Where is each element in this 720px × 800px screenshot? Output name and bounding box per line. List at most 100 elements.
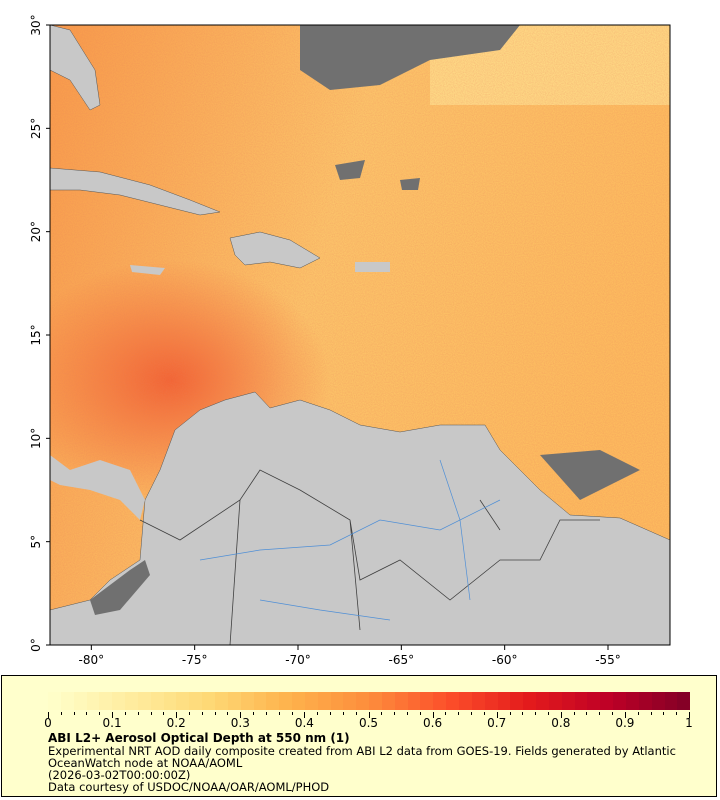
lat-tick-label: 0°: [29, 638, 43, 652]
colorbar-tick-mark: [650, 712, 652, 715]
colorbar-tick-mark: [458, 712, 460, 715]
land-florida: [50, 25, 101, 111]
colorbar-tick-label: 0.8: [551, 716, 571, 730]
colorbar-segment: [497, 692, 511, 710]
colorbar-tick-mark: [176, 712, 178, 718]
colorbar-tick-mark: [201, 712, 203, 715]
legend-credit: Data courtesy of USDOC/NOAA/OAR/AOML/PHO…: [48, 780, 330, 794]
colorbar-tick-mark: [483, 712, 485, 715]
lon-tick-label: -80°: [79, 653, 105, 667]
colorbar-tick-mark: [522, 712, 524, 715]
colorbar-tick-label: 0.3: [230, 716, 250, 730]
colorbar-segment: [189, 692, 203, 710]
colorbar-segment: [279, 692, 293, 710]
colorbar-segment: [73, 692, 87, 710]
colorbar-tick-mark: [137, 712, 139, 715]
colorbar-segment: [343, 692, 357, 710]
lat-tick-label: 5°: [29, 535, 43, 549]
colorbar-tick-mark: [304, 712, 306, 718]
colorbar-tick-mark: [317, 712, 319, 715]
legend-panel: 0 0.1 0.2 0.3 0.4 0.5 0.6 0.7 0.8 0.9 1 ABI L2+ Ae…: [1, 675, 717, 797]
colorbar-segment: [86, 692, 100, 710]
rivers: [199, 459, 501, 621]
colorbar-segment: [330, 692, 344, 710]
colorbar-tick-mark: [612, 712, 614, 715]
colorbar-tick-mark: [355, 712, 357, 715]
lon-tick-label: -75°: [182, 653, 208, 667]
colorbar-tick-mark: [547, 712, 549, 715]
colorbar-tick-label: 0.4: [294, 716, 314, 730]
colorbar-tick-mark: [535, 712, 537, 715]
colorbar-segment: [99, 692, 113, 710]
colorbar-tick-mark: [342, 712, 344, 715]
colorbar-tick-mark: [163, 712, 165, 715]
colorbar-segment: [613, 692, 626, 710]
colorbar-tick-mark: [445, 712, 447, 715]
colorbar-tick-label: 0.2: [166, 716, 186, 730]
colorbar-tick-mark: [86, 712, 88, 715]
colorbar-tick-label: 0.6: [423, 716, 443, 730]
colorbar-segment: [125, 692, 138, 710]
colorbar-tick-mark: [471, 712, 473, 715]
colorbar-tick-mark: [150, 712, 152, 715]
colorbar-tick-mark: [291, 712, 293, 715]
country-borders: [139, 469, 600, 645]
colorbar-segment: [625, 692, 639, 710]
colorbar-segment: [112, 692, 126, 710]
land-south-america: [50, 391, 670, 645]
colorbar-segment: [651, 692, 665, 710]
colorbar-tick-mark: [60, 712, 62, 715]
colorbar-tick-mark: [419, 712, 421, 715]
colorbar-segment: [253, 692, 267, 710]
colorbar-segment: [356, 692, 370, 710]
colorbar-tick-label: 0.7: [487, 716, 507, 730]
land-cuba: [50, 167, 221, 216]
colorbar-tick-mark: [48, 712, 49, 718]
colorbar-segment: [574, 692, 588, 710]
colorbar-tick-mark: [99, 712, 101, 715]
lat-tick-label: 30°: [29, 14, 43, 35]
colorbar-segment: [292, 692, 305, 710]
colorbar: [48, 692, 691, 710]
colorbar-segment: [677, 692, 691, 710]
colorbar-segment: [484, 692, 498, 710]
colorbar-tick-mark: [330, 712, 332, 715]
lon-tick-label: -55°: [595, 653, 621, 667]
colorbar-segment: [150, 692, 164, 710]
colorbar-tick-mark: [637, 712, 639, 715]
colorbar-segment: [510, 692, 524, 710]
lat-tick-label: 15°: [29, 324, 43, 345]
colorbar-segment: [638, 692, 652, 710]
land-hispaniola: [229, 231, 321, 269]
colorbar-tick-mark: [586, 712, 588, 715]
colorbar-segment: [48, 692, 61, 710]
colorbar-tick-mark: [509, 712, 511, 715]
colorbar-segment: [381, 692, 395, 710]
legend-description: Experimental NRT AOD daily composite cre…: [48, 744, 676, 758]
colorbar-tick-mark: [124, 712, 126, 715]
aod-map: 0° 5° 10° 15° 20° 25° 30° -80° -75° -70° -65° -60°…: [29, 14, 671, 667]
colorbar-tick-mark: [599, 712, 601, 715]
colorbar-segment: [163, 692, 177, 710]
colorbar-tick-mark: [214, 712, 216, 715]
colorbar-segment: [317, 692, 331, 710]
colorbar-tick-mark: [663, 712, 665, 715]
colorbar-segment: [304, 692, 318, 710]
colorbar-tick-mark: [240, 712, 242, 718]
legend-title: ABI L2+ Aerosol Optical Depth at 550 nm …: [48, 731, 350, 745]
colorbar-tick-label: 1: [685, 716, 693, 730]
colorbar-segment: [420, 692, 434, 710]
colorbar-segment: [240, 692, 254, 710]
colorbar-segment: [523, 692, 537, 710]
lat-tick-label: 20°: [29, 221, 43, 242]
no-data-region: [90, 560, 150, 615]
lat-tick-label: 25°: [29, 118, 43, 139]
legend-time: (2026-03-02T00:00:00Z): [48, 768, 191, 782]
colorbar-tick-mark: [253, 712, 255, 715]
colorbar-segment: [433, 692, 447, 710]
colorbar-tick-mark: [265, 712, 267, 715]
colorbar-tick-mark: [73, 712, 75, 715]
colorbar-segment: [600, 692, 614, 710]
colorbar-tick-mark: [496, 712, 498, 718]
colorbar-segment: [471, 692, 485, 710]
